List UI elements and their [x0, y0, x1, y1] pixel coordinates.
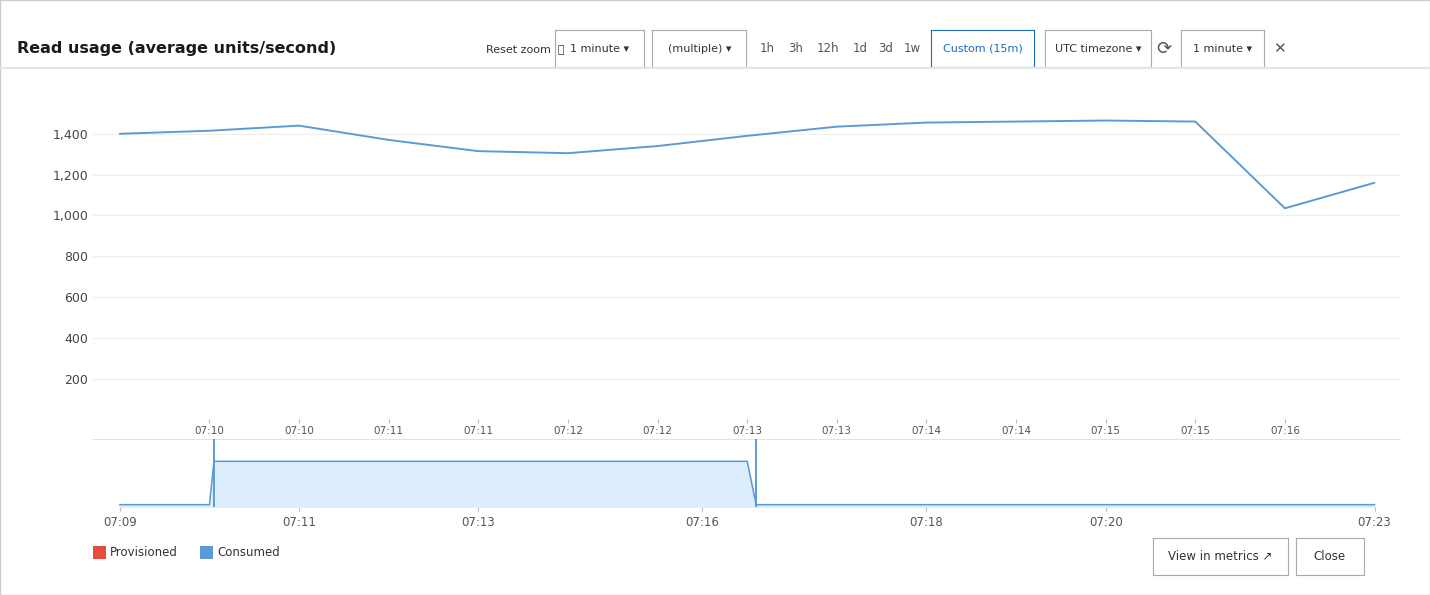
- Text: ✕: ✕: [1274, 41, 1286, 57]
- Text: Custom (15m): Custom (15m): [942, 44, 1022, 54]
- Text: Reset zoom  🔍: Reset zoom 🔍: [486, 44, 565, 54]
- Text: 1 minute ▾: 1 minute ▾: [569, 44, 629, 54]
- Text: Close: Close: [1314, 550, 1346, 563]
- Text: Read usage (average units/second): Read usage (average units/second): [17, 41, 336, 57]
- Text: Provisioned: Provisioned: [110, 546, 177, 559]
- Text: ⟳: ⟳: [1157, 40, 1171, 58]
- Text: 1d: 1d: [852, 42, 867, 55]
- Text: 3d: 3d: [878, 42, 892, 55]
- Text: View in metrics ↗: View in metrics ↗: [1168, 550, 1273, 563]
- Text: 3h: 3h: [788, 42, 802, 55]
- Text: 12h: 12h: [817, 42, 839, 55]
- Text: Consumed: Consumed: [217, 546, 280, 559]
- Text: 1w: 1w: [904, 42, 921, 55]
- Text: (multiple) ▾: (multiple) ▾: [668, 44, 731, 54]
- Text: UTC timezone ▾: UTC timezone ▾: [1055, 44, 1141, 54]
- Text: 1h: 1h: [759, 42, 774, 55]
- Text: 1 minute ▾: 1 minute ▾: [1193, 44, 1253, 54]
